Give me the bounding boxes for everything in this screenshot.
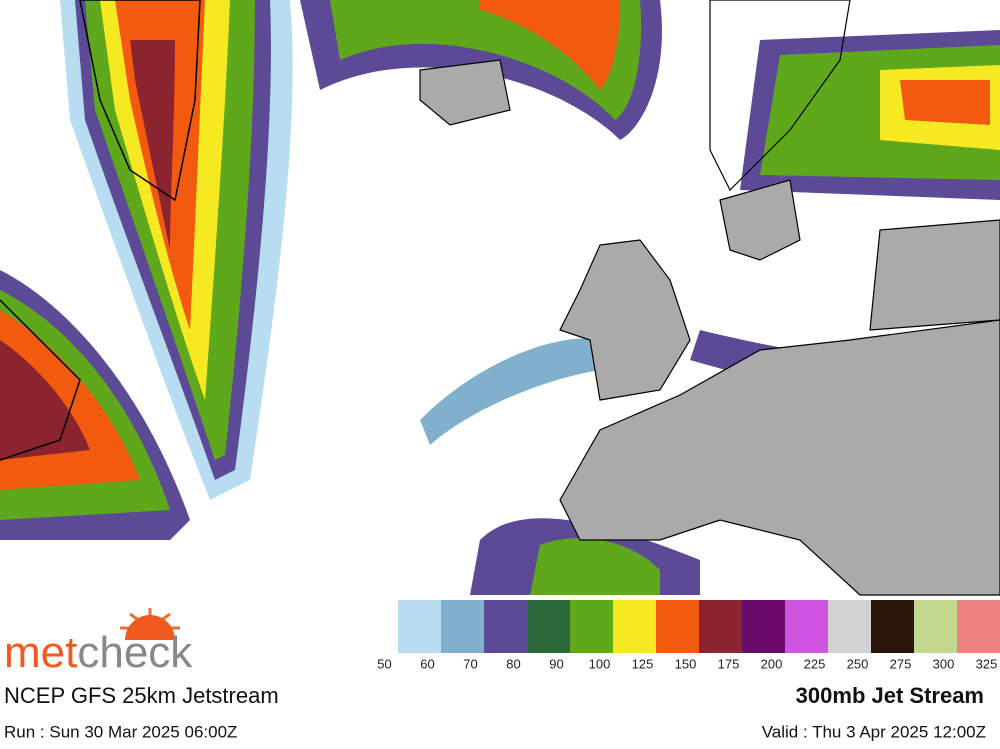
valid-time: Valid : Thu 3 Apr 2025 12:00Z [762,722,986,741]
logo: metcheck [4,608,193,677]
legend-label: 100 [589,656,611,671]
legend-label: 150 [675,656,697,671]
legend-swatch [570,600,613,653]
legend-label: 90 [549,656,563,671]
legend-label: 300 [933,656,955,671]
legend: 50 60 70 80 90 100 125 150 175 200 225 250 275 300 325 [377,600,1000,671]
product-title: 300mb Jet Stream [796,683,984,708]
legend-swatch [398,600,441,653]
run-time: Run : Sun 30 Mar 2025 06:00Z [4,722,237,741]
legend-label: 125 [632,656,654,671]
legend-label: 325 [976,656,998,671]
logo-text: metcheck [4,628,193,677]
map [0,0,1000,596]
legend-swatch [957,600,1000,653]
legend-swatch [914,600,957,653]
legend-label: 250 [847,656,869,671]
legend-swatch [828,600,871,653]
legend-swatch [699,600,742,653]
legend-label: 225 [804,656,826,671]
legend-label: 200 [761,656,783,671]
legend-swatch [742,600,785,653]
legend-label: 175 [718,656,740,671]
legend-label: 80 [506,656,520,671]
legend-swatch [656,600,699,653]
legend-swatch [871,600,914,653]
legend-label: 50 [377,656,391,671]
legend-label: 60 [420,656,434,671]
model-title: NCEP GFS 25km Jetstream [4,683,279,708]
legend-swatch [613,600,656,653]
legend-swatch [527,600,570,653]
legend-swatch [484,600,527,653]
legend-swatch [785,600,828,653]
legend-swatch [441,600,484,653]
legend-label: 275 [890,656,912,671]
legend-label: 70 [463,656,477,671]
